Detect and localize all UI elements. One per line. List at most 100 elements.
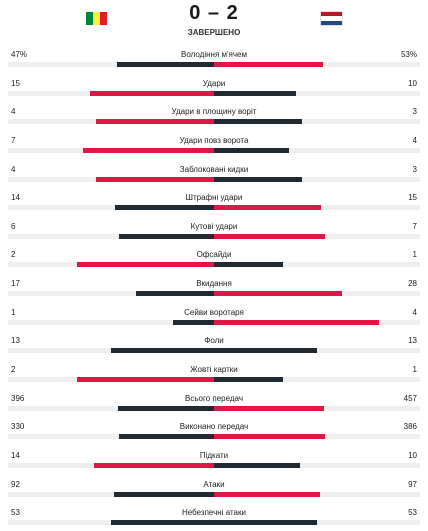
- home-stat-track: [8, 205, 214, 211]
- away-stat-bar: [214, 462, 300, 468]
- away-stat-bar: [214, 205, 321, 211]
- stat-row: 15 Удари 10: [0, 73, 428, 102]
- stat-row: 14 Штрафні удари 15: [0, 187, 428, 216]
- stat-row: 14 Підкати 10: [0, 445, 428, 474]
- stat-label: Атаки: [203, 479, 225, 489]
- away-stat-track: [214, 462, 420, 468]
- stat-label: Штрафні удари: [185, 193, 243, 203]
- stat-label: Виконано передач: [179, 422, 249, 432]
- away-stat-track: [214, 434, 420, 440]
- home-stat-value: 15: [11, 78, 20, 88]
- home-stat-bar: [82, 147, 214, 153]
- home-stat-value: 1: [11, 307, 16, 317]
- home-stat-bar: [136, 291, 214, 297]
- away-stat-track: [214, 348, 420, 354]
- away-stat-track: [214, 262, 420, 268]
- home-stat-track: [8, 462, 214, 468]
- stat-row: 4 Заблоковані кидки 3: [0, 159, 428, 188]
- home-stat-track: [8, 119, 214, 125]
- home-stat-value: 396: [11, 393, 25, 403]
- away-stat-value: 1: [412, 365, 417, 375]
- stat-row: 396 Всього передач 457: [0, 388, 428, 417]
- home-stat-track: [8, 62, 214, 67]
- flag-stripe: [321, 16, 342, 21]
- stat-row: 2 Офсайди 1: [0, 244, 428, 273]
- stat-row: 17 Вкидання 28: [0, 273, 428, 302]
- stat-row: 2 Жовті картки 1: [0, 359, 428, 388]
- home-stat-bar: [114, 205, 214, 211]
- home-stat-bar: [90, 90, 214, 96]
- stat-label: Жовті картки: [190, 365, 238, 375]
- away-stat-value: 97: [408, 479, 417, 489]
- match-status: ЗАВЕРШЕНО: [187, 28, 241, 37]
- home-stat-track: [8, 262, 214, 268]
- stat-label: Підкати: [199, 450, 229, 460]
- flag-stripe: [321, 20, 342, 25]
- home-stat-bar: [76, 262, 214, 268]
- away-stat-bar: [214, 147, 289, 153]
- away-stat-track: [214, 291, 420, 297]
- home-stat-value: 2: [11, 250, 16, 260]
- away-stat-value: 3: [412, 107, 417, 117]
- netherlands-flag-icon: [320, 11, 343, 26]
- home-stat-track: [8, 405, 214, 411]
- flag-stripe: [86, 12, 93, 25]
- home-stat-track: [8, 291, 214, 297]
- home-stat-track: [8, 233, 214, 239]
- stat-row: 53 Небезпечні атаки 53: [0, 502, 428, 531]
- away-stat-value: 7: [412, 221, 417, 231]
- home-stat-bar: [113, 491, 214, 497]
- stat-label: Небезпечні атаки: [182, 508, 246, 518]
- stat-label: Удари: [202, 78, 226, 88]
- away-stat-bar: [214, 291, 343, 297]
- home-stat-value: 4: [11, 107, 16, 117]
- away-stat-bar: [214, 262, 283, 268]
- senegal-flag-icon: [86, 12, 107, 25]
- home-stat-value: 330: [11, 422, 25, 432]
- home-stat-value: 53: [11, 508, 20, 518]
- away-stat-bar: [214, 405, 325, 411]
- stat-row: 1 Сейви воротаря 4: [0, 302, 428, 331]
- stat-row: 4 Удари в площину воріт 3: [0, 101, 428, 130]
- home-stat-track: [8, 348, 214, 354]
- home-stat-bar: [111, 520, 214, 526]
- away-stat-bar: [214, 119, 303, 125]
- home-stat-value: 4: [11, 164, 16, 174]
- stat-label: Удари повз ворота: [179, 135, 249, 145]
- home-stat-bar: [172, 319, 214, 325]
- away-stat-track: [214, 405, 420, 411]
- home-stat-bar: [118, 233, 214, 239]
- away-stat-bar: [214, 348, 317, 354]
- home-stat-track: [8, 491, 214, 497]
- away-stat-track: [214, 377, 420, 383]
- stat-row: 330 Виконано передач 386: [0, 416, 428, 445]
- away-stat-bar: [214, 62, 324, 67]
- stat-label: Кутові удари: [190, 221, 238, 231]
- away-stat-track: [214, 90, 420, 96]
- stat-label: Сейви воротаря: [184, 307, 244, 317]
- stat-label: Всього передач: [185, 393, 243, 403]
- home-stat-value: 2: [11, 365, 16, 375]
- away-stat-track: [214, 176, 420, 182]
- away-stat-value: 1: [412, 250, 417, 260]
- away-stat-bar: [214, 90, 297, 96]
- home-stat-value: 13: [11, 336, 20, 346]
- away-stat-bar: [214, 319, 379, 325]
- away-stat-value: 53: [408, 508, 417, 518]
- stat-row: 13 Фоли 13: [0, 330, 428, 359]
- home-stat-value: 14: [11, 450, 20, 460]
- away-stat-bar: [214, 377, 283, 383]
- home-stat-track: [8, 434, 214, 440]
- home-stat-bar: [96, 176, 214, 182]
- away-stat-value: 4: [412, 307, 417, 317]
- away-stat-value: 28: [408, 279, 417, 289]
- home-stat-bar: [118, 405, 214, 411]
- home-stat-value: 6: [11, 221, 16, 231]
- away-stat-value: 4: [412, 135, 417, 145]
- away-stat-value: 13: [408, 336, 417, 346]
- away-stat-value: 53%: [400, 50, 417, 59]
- stat-row: 47% Володіння м'ячем 53%: [0, 44, 428, 73]
- stat-label: Вкидання: [196, 279, 232, 289]
- away-stat-track: [214, 62, 420, 67]
- home-stat-track: [8, 319, 214, 325]
